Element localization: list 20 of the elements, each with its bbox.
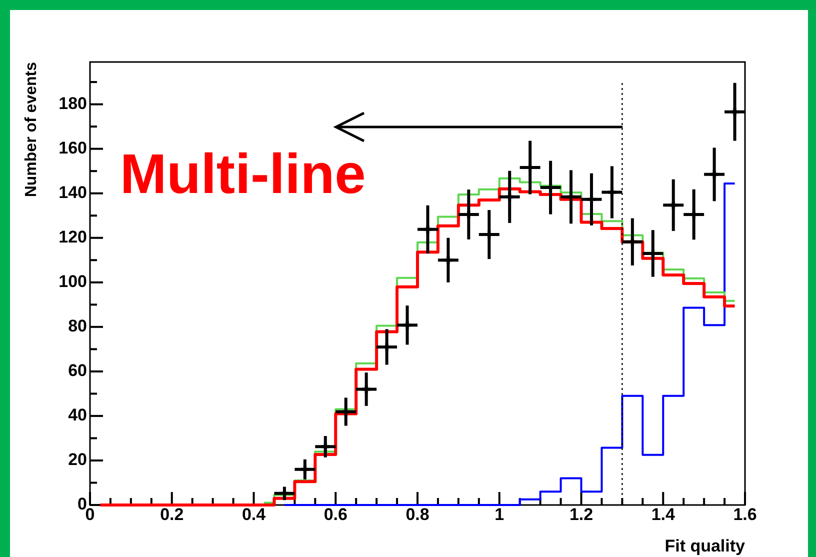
y-tick-label: 60 [68,361,87,380]
y-tick-label: 180 [58,94,87,113]
x-tick-label: 0.8 [406,504,430,524]
y-tick-label: 40 [68,406,87,425]
y-tick-label: 120 [58,228,87,247]
x-tick-label: 1.6 [733,504,757,524]
y-tick-label: 140 [58,183,87,202]
y-tick-label: 20 [68,450,87,470]
y-tick-label: 100 [58,272,87,292]
x-tick-label: 1 [494,504,504,524]
x-tick-label: 1.2 [569,504,594,524]
y-tick-label: 160 [58,138,87,158]
x-tick-label: 0.4 [242,504,266,524]
x-tick-label: 1.4 [651,504,676,524]
x-tick-label: 0.6 [324,504,348,524]
annotation: Multi-line [120,142,366,205]
x-axis-title: Fit quality [664,536,746,556]
y-tick-label: 80 [68,316,87,336]
y-axis-title: Number of events [23,62,40,198]
x-tick-label: 0.2 [160,504,184,524]
